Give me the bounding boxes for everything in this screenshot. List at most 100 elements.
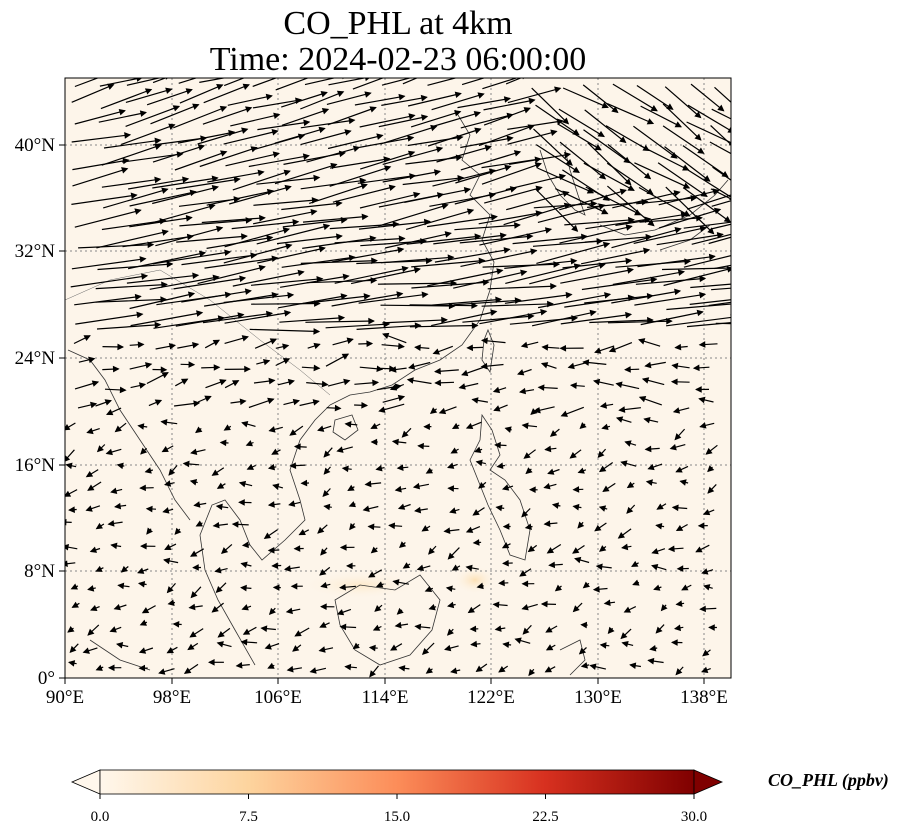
wind-vector-head	[138, 664, 146, 672]
wind-vector-head	[469, 625, 477, 633]
wind-vector-head	[451, 564, 459, 571]
wind-vector-head	[323, 503, 331, 511]
wind-vector-head	[498, 579, 505, 587]
wind-vector-head	[521, 604, 529, 611]
wind-vector-head	[707, 465, 715, 473]
wind-vector-head	[134, 293, 142, 301]
wind-vector-head	[549, 430, 558, 437]
wind-vector	[197, 128, 248, 145]
wind-vector-head	[467, 606, 475, 614]
wind-vector-head	[285, 243, 293, 250]
wind-vector	[327, 106, 377, 126]
wind-vector	[253, 199, 318, 206]
wind-vector-head	[310, 209, 318, 216]
wind-vector-head	[130, 192, 138, 200]
wind-vector	[506, 191, 569, 211]
colorbar-tick-label: 30.0	[681, 809, 707, 825]
wind-vector-head	[428, 547, 435, 555]
wind-vector-head	[436, 146, 444, 153]
wind-vector-head	[495, 504, 503, 512]
wind-vector-head	[523, 452, 531, 459]
wind-vector-head	[137, 567, 145, 574]
wind-vector	[483, 99, 535, 111]
wind-vector	[683, 221, 731, 229]
wind-vector-head	[674, 121, 682, 128]
wind-vector-head	[705, 447, 713, 455]
wind-vector-head	[250, 146, 258, 153]
wind-vector-head	[598, 465, 607, 473]
colorbar-tick-label: 15.0	[384, 809, 410, 825]
wind-vector-head	[528, 97, 536, 105]
wind-vector-head	[465, 564, 473, 572]
wind-vector-head	[267, 501, 275, 508]
colorbar-max-extend	[693, 769, 724, 795]
wind-vector	[481, 303, 553, 307]
wind-vector-head	[318, 646, 326, 653]
wind-vector	[708, 236, 731, 245]
colorbar-tick-label: 0.0	[91, 809, 110, 825]
wind-vector-head	[546, 547, 555, 554]
wind-vector-head	[756, 294, 761, 299]
wind-vector-head	[65, 560, 68, 567]
wind-vector	[129, 216, 192, 228]
wind-vector-head	[398, 665, 406, 672]
wind-vector-head	[390, 644, 398, 651]
wind-vector	[454, 224, 520, 231]
wind-vector-head	[546, 65, 552, 70]
wind-vector	[203, 84, 250, 104]
wind-vector-head	[246, 463, 254, 470]
wind-vector-head	[161, 187, 169, 194]
x-tick-label: 90°E	[46, 687, 84, 708]
wind-vector-head	[272, 483, 280, 490]
wind-vector-head	[91, 380, 100, 387]
wind-vector-head	[239, 398, 247, 406]
wind-vector-head	[677, 269, 686, 276]
wind-vector-head	[190, 550, 198, 557]
wind-vector-head	[671, 362, 679, 370]
wind-vector	[384, 232, 451, 249]
wind-vector	[257, 121, 310, 131]
wind-vector-head	[320, 90, 328, 98]
wind-vector-head	[582, 581, 591, 589]
wind-vector-head	[754, 318, 759, 323]
wind-vector-head	[141, 607, 150, 614]
gridlines	[65, 78, 731, 678]
wind-vector-head	[269, 338, 278, 345]
wind-vector	[103, 188, 168, 209]
wind-vector-head	[577, 467, 585, 474]
wind-vector	[354, 95, 405, 106]
wind-vector-head	[430, 124, 438, 132]
wind-vector	[306, 146, 360, 163]
wind-vector-head	[302, 153, 310, 160]
wind-vector	[537, 204, 605, 223]
wind-vector	[431, 298, 502, 306]
wind-vector	[431, 93, 484, 111]
wind-vector-head	[407, 150, 416, 157]
wind-vector	[74, 209, 141, 228]
wind-vector-head	[477, 92, 485, 99]
wind-vector-head	[241, 604, 249, 611]
wind-vector	[99, 78, 143, 87]
wind-vector-head	[204, 395, 212, 402]
wind-vector	[327, 134, 383, 150]
wind-vector-head	[297, 269, 305, 277]
wind-vector-head	[537, 384, 545, 391]
wind-vector-head	[454, 91, 462, 99]
wind-vector-head	[323, 450, 331, 458]
wind-vector-head	[602, 241, 611, 249]
wind-vector-head	[472, 509, 480, 516]
wind-vector-head	[671, 504, 679, 512]
wind-vector-head	[185, 88, 193, 95]
wind-vector-head	[345, 562, 353, 570]
wind-vector	[224, 228, 290, 248]
wind-vector-head	[514, 222, 521, 229]
wind-vector	[503, 203, 571, 226]
wind-vector	[332, 185, 395, 203]
wind-vector-head	[521, 422, 529, 430]
wind-vector-head	[554, 584, 562, 592]
wind-vector-head	[572, 605, 580, 613]
wind-vector-head	[745, 157, 750, 162]
wind-vector	[487, 285, 556, 290]
colorbar: 0.0 7.5 15.0 22.5 30.0	[70, 769, 724, 825]
wind-vector	[634, 162, 690, 189]
